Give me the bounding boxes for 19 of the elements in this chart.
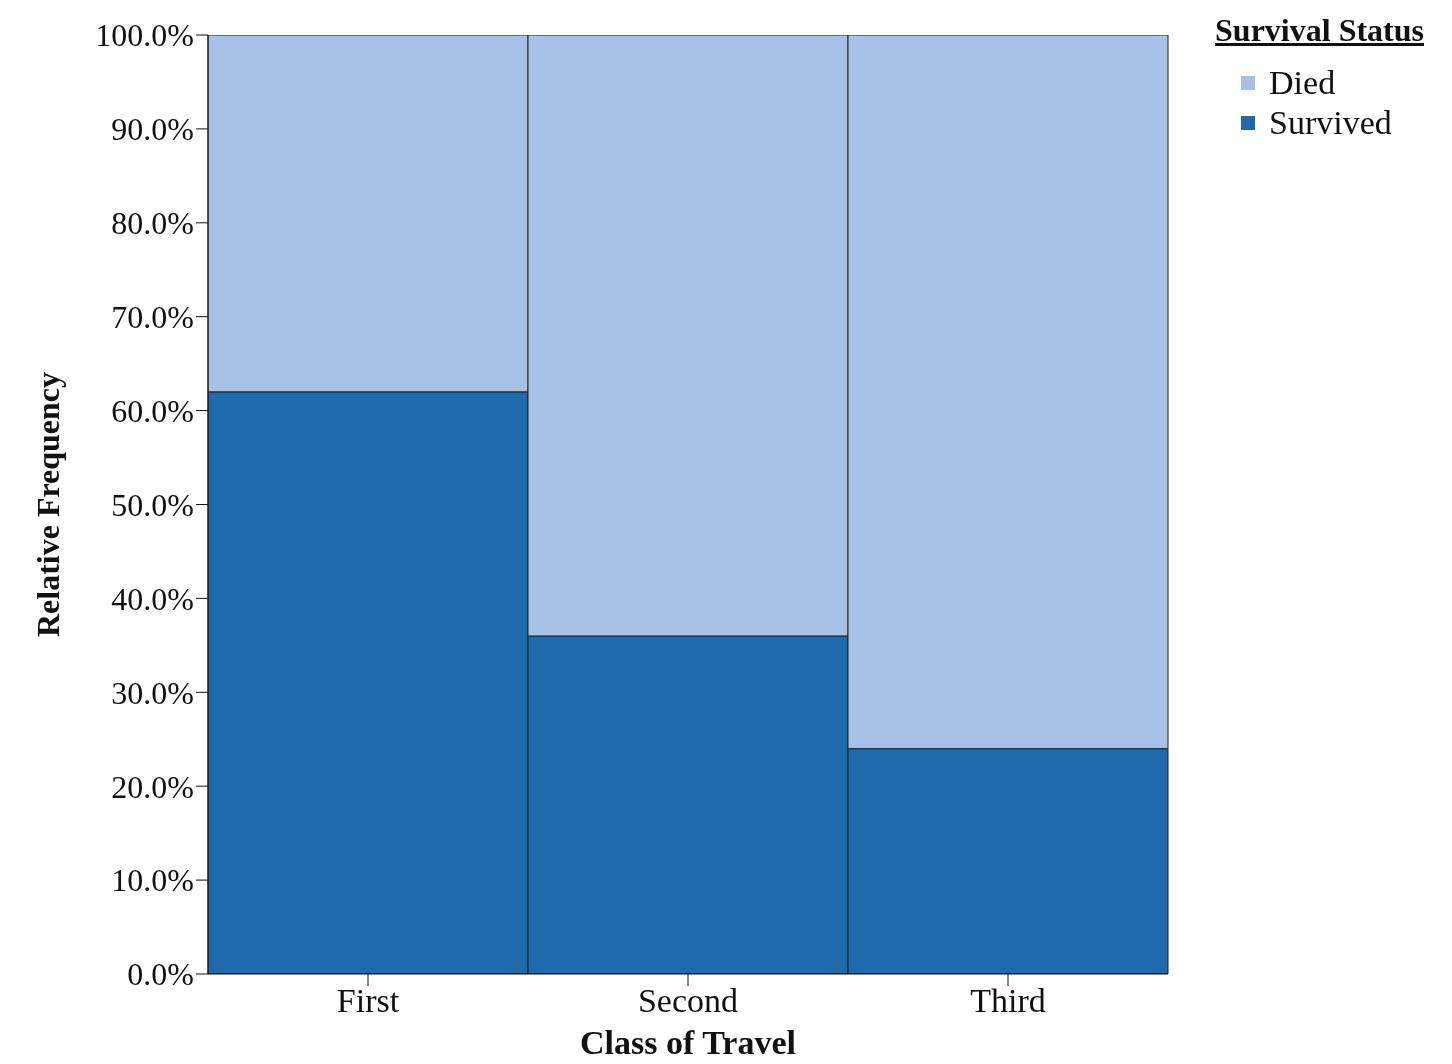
y-tick-label: 60.0%	[111, 392, 194, 429]
legend-label: Survived	[1268, 103, 1393, 143]
y-axis-title: Relative Frequency	[30, 371, 67, 638]
y-tick-label: 20.0%	[111, 768, 194, 805]
y-tick-label: 40.0%	[111, 580, 194, 617]
x-tick-label: Second	[637, 982, 739, 1020]
y-tick-label: 70.0%	[111, 299, 194, 336]
y-tick-label: 90.0%	[111, 111, 194, 148]
y-tick-label: 0.0%	[127, 956, 194, 993]
text: Died	[1268, 63, 1337, 103]
y-tick-label: 50.0%	[111, 486, 194, 523]
x-tick-label: First	[336, 982, 400, 1020]
y-tick-label: 30.0%	[111, 674, 194, 711]
y-tick-label: 80.0%	[111, 205, 194, 242]
legend-title: Survival Status	[1215, 12, 1424, 49]
x-tick-label: Third	[970, 982, 1046, 1020]
x-axis-title: Class of Travel	[580, 1024, 796, 1061]
y-tick-label: 100.0%	[95, 17, 194, 54]
y-tick-label: 10.0%	[111, 862, 194, 899]
